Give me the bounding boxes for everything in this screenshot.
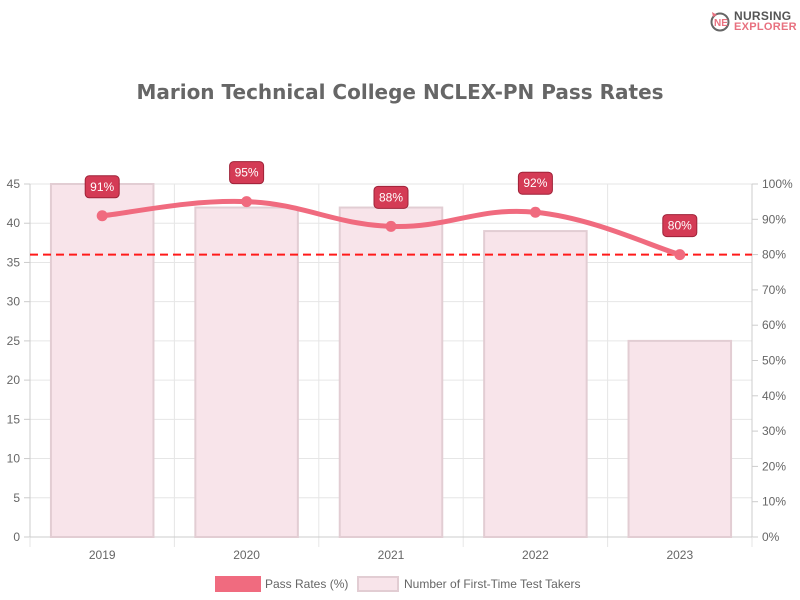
legend-swatch-pass-rates (215, 576, 261, 592)
left-axis-tick-label: 5 (13, 491, 20, 505)
right-axis-tick-label: 20% (762, 459, 786, 473)
logo-text-explorer: EXPLORER (734, 21, 797, 33)
logo-text-nursing: NURSING (734, 9, 792, 23)
x-axis-tick-label: 2019 (89, 548, 116, 562)
left-axis-tick-label: 35 (7, 255, 21, 269)
x-axis-tick-label: 2021 (378, 548, 405, 562)
data-label: 92% (523, 176, 547, 190)
left-axis-tick-label: 20 (7, 373, 21, 387)
pass-rate-point (674, 249, 686, 261)
x-axis-tick-label: 2023 (666, 548, 693, 562)
data-label: 88% (379, 190, 403, 204)
data-label-box (229, 161, 265, 185)
pass-rate-point (385, 220, 397, 232)
data-label: 80% (668, 219, 692, 233)
data-label: 91% (90, 180, 114, 194)
left-axis-tick-label: 45 (7, 177, 21, 191)
logo-icon: NE (710, 12, 730, 32)
right-axis-tick-label: 10% (762, 495, 786, 509)
data-label: 95% (235, 166, 259, 180)
right-axis-tick-label: 100% (762, 177, 793, 191)
x-axis-tick-label: 2022 (522, 548, 549, 562)
legend-label-test-takers: Number of First-Time Test Takers (404, 577, 580, 591)
legend-swatch-test-takers (357, 576, 399, 592)
pass-rate-point (241, 196, 253, 208)
right-axis-tick-label: 90% (762, 212, 786, 226)
x-axis-tick-label: 2020 (233, 548, 260, 562)
left-axis-tick-label: 15 (7, 412, 21, 426)
bar (483, 230, 588, 538)
pass-rate-point (529, 206, 541, 218)
svg-text:NE: NE (714, 18, 728, 29)
chart-title: Marion Technical College NCLEX-PN Pass R… (136, 80, 664, 104)
legend-label-pass-rates: Pass Rates (%) (265, 577, 348, 591)
right-axis-tick-label: 70% (762, 283, 786, 297)
nursing-explorer-logo: NE NURSING EXPLORER (710, 8, 797, 34)
data-label-box (84, 175, 120, 199)
data-label-box (662, 214, 698, 238)
bar (194, 206, 299, 539)
left-axis-tick-label: 25 (7, 334, 21, 348)
right-axis-tick-label: 40% (762, 389, 786, 403)
left-axis-tick-label: 10 (7, 452, 21, 466)
right-axis-tick-label: 60% (762, 318, 786, 332)
right-axis-tick-label: 0% (762, 530, 780, 544)
left-axis-tick-label: 30 (7, 295, 21, 309)
bar (338, 206, 444, 539)
pass-rate-point (96, 210, 108, 222)
bar (627, 339, 733, 538)
right-axis-tick-label: 80% (762, 248, 786, 262)
right-axis-tick-label: 30% (762, 424, 786, 438)
data-label-box (517, 171, 553, 195)
bar (49, 183, 155, 538)
left-axis-tick-label: 40 (7, 216, 21, 230)
right-axis-tick-label: 50% (762, 354, 786, 368)
data-label-box (373, 185, 409, 209)
left-axis-tick-label: 0 (13, 530, 20, 544)
